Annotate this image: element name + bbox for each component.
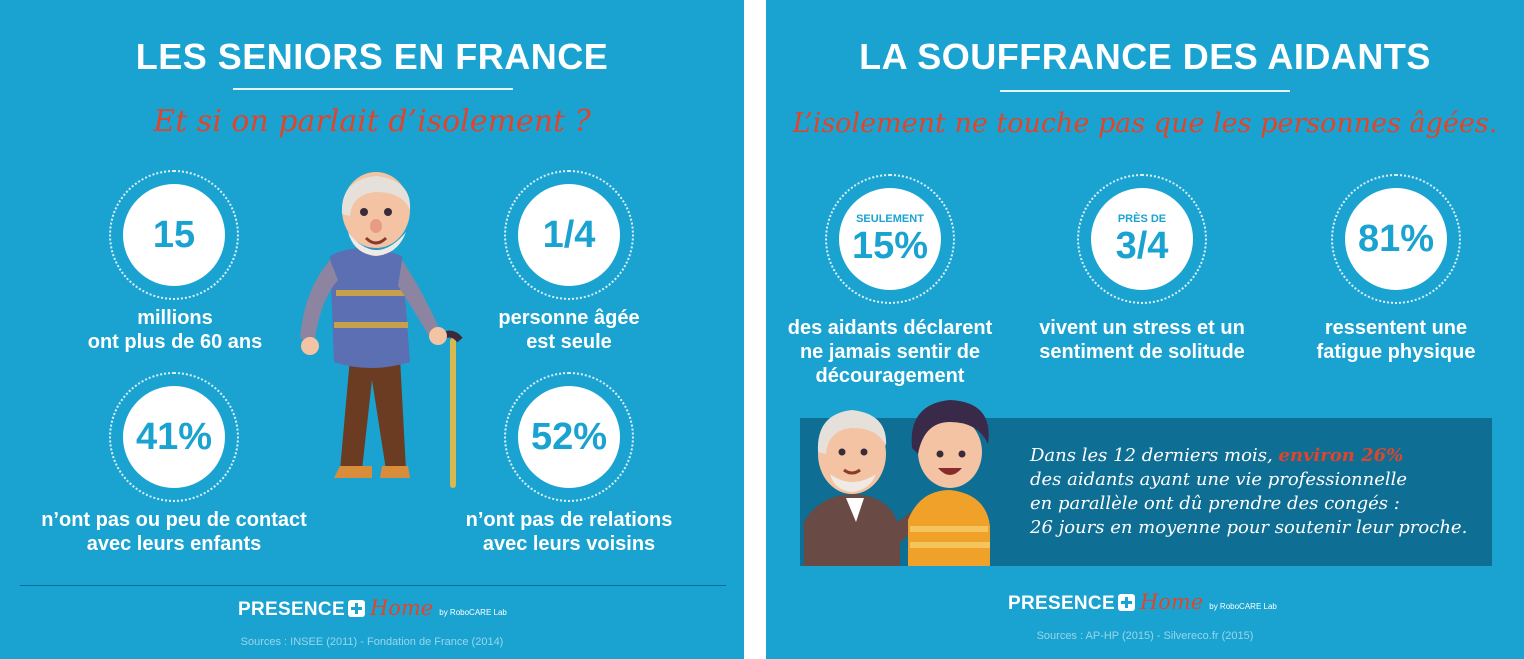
stat-badge-52: 52% — [504, 372, 634, 502]
quote-text: Dans les 12 derniers mois, — [1030, 445, 1273, 466]
caption-line: ressentent une — [1324, 317, 1468, 339]
caption-line: avec leurs voisins — [482, 533, 656, 555]
stat-caption: des aidants déclarent ne jamais sentir d… — [766, 316, 1020, 388]
page-title: LES SENIORS EN FRANCE — [135, 36, 609, 77]
caregivers-infographic-panel: LA SOUFFRANCE DES AIDANTS L’isolement ne… — [766, 0, 1524, 659]
caption-line: découragement — [815, 365, 965, 387]
page-subtitle: L’isolement ne touche pas que les person… — [792, 108, 1498, 139]
caption-line: personne âgée — [498, 307, 640, 329]
stat-value: 81% — [1357, 218, 1435, 260]
stat-caption: ressentent une fatigue physique — [1266, 316, 1524, 364]
caption-line: vivent un stress et un — [1039, 317, 1245, 339]
dotted-ring — [109, 170, 239, 300]
presence-home-logo: PRESENCE Home by RoboCARE Lab — [1008, 590, 1277, 614]
stat-prefix: PRÈS DE — [1117, 212, 1167, 225]
quote-line: en parallèle ont dû prendre des congés : — [1030, 493, 1400, 514]
title-divider — [1000, 90, 1290, 92]
caption-line: fatigue physique — [1316, 341, 1476, 363]
plus-icon — [1117, 594, 1135, 611]
dotted-ring — [825, 174, 955, 304]
page-subtitle: Et si on parlait d’isolement ? — [153, 104, 591, 139]
stat-value: 3/4 — [1115, 224, 1169, 267]
stat-value: 15% — [851, 224, 929, 267]
stat-badge-1-4: 1/4 — [504, 170, 634, 300]
senior-and-young-caregiver-illustration — [804, 400, 990, 566]
stat-badge-41: 41% — [109, 372, 239, 502]
dotted-ring — [1077, 174, 1207, 304]
quote-line: 26 jours en moyenne pour soutenir leur p… — [1030, 517, 1468, 538]
stat-caption: personne âgée est seule — [434, 306, 704, 354]
sources-note: Sources : AP-HP (2015) - Silvereco.fr (2… — [1036, 630, 1254, 642]
caption-line: millions — [137, 307, 213, 329]
stat-caption: millions ont plus de 60 ans — [40, 306, 310, 354]
dotted-ring — [504, 170, 634, 300]
stat-value: 52% — [530, 416, 608, 458]
caption-line: ont plus de 60 ans — [87, 331, 263, 353]
page-title: LA SOUFFRANCE DES AIDANTS — [859, 36, 1431, 77]
footer-divider — [20, 585, 726, 586]
stat-caption: n’ont pas de relations avec leurs voisin… — [434, 508, 704, 556]
stat-badge-15: SEULEMENT 15% — [825, 174, 955, 304]
stat-badge-15: 15 — [109, 170, 239, 300]
stat-value: 15 — [152, 214, 196, 256]
sources-note: Sources : INSEE (2011) - Fondation de Fr… — [240, 636, 504, 648]
dotted-ring — [109, 372, 239, 502]
stat-caption: vivent un stress et un sentiment de soli… — [1012, 316, 1272, 364]
quote-line: des aidants ayant une vie professionnell… — [1030, 469, 1408, 490]
stat-value: 1/4 — [542, 214, 596, 256]
quote-highlight: environ 26% — [1278, 445, 1404, 466]
caption-line: avec leurs enfants — [86, 533, 262, 555]
stat-value: 41% — [135, 416, 213, 458]
stat-badge-81: 81% — [1331, 174, 1461, 304]
caption-line: n’ont pas de relations — [465, 509, 673, 531]
caregiver-quote: Dans les 12 derniers mois, environ 26% d… — [1030, 444, 1467, 540]
stat-prefix: SEULEMENT — [856, 212, 924, 225]
title-divider — [233, 88, 513, 90]
seniors-infographic-panel: LES SENIORS EN FRANCE Et si on parlait d… — [0, 0, 744, 659]
presence-home-logo: PRESENCE Home by RoboCARE Lab — [238, 596, 507, 620]
caption-line: sentiment de solitude — [1039, 341, 1245, 363]
dotted-ring — [504, 372, 634, 502]
plus-icon — [347, 600, 365, 617]
dotted-ring — [1331, 174, 1461, 304]
caption-line: ne jamais sentir de — [799, 341, 981, 363]
stat-badge-3-4: PRÈS DE 3/4 — [1077, 174, 1207, 304]
caption-line: n’ont pas ou peu de contact — [41, 509, 307, 531]
stat-caption: n’ont pas ou peu de contact avec leurs e… — [14, 508, 334, 556]
caption-line: des aidants déclarent — [787, 317, 993, 339]
elderly-man-with-cane-illustration — [300, 172, 463, 488]
caption-line: est seule — [526, 331, 612, 353]
